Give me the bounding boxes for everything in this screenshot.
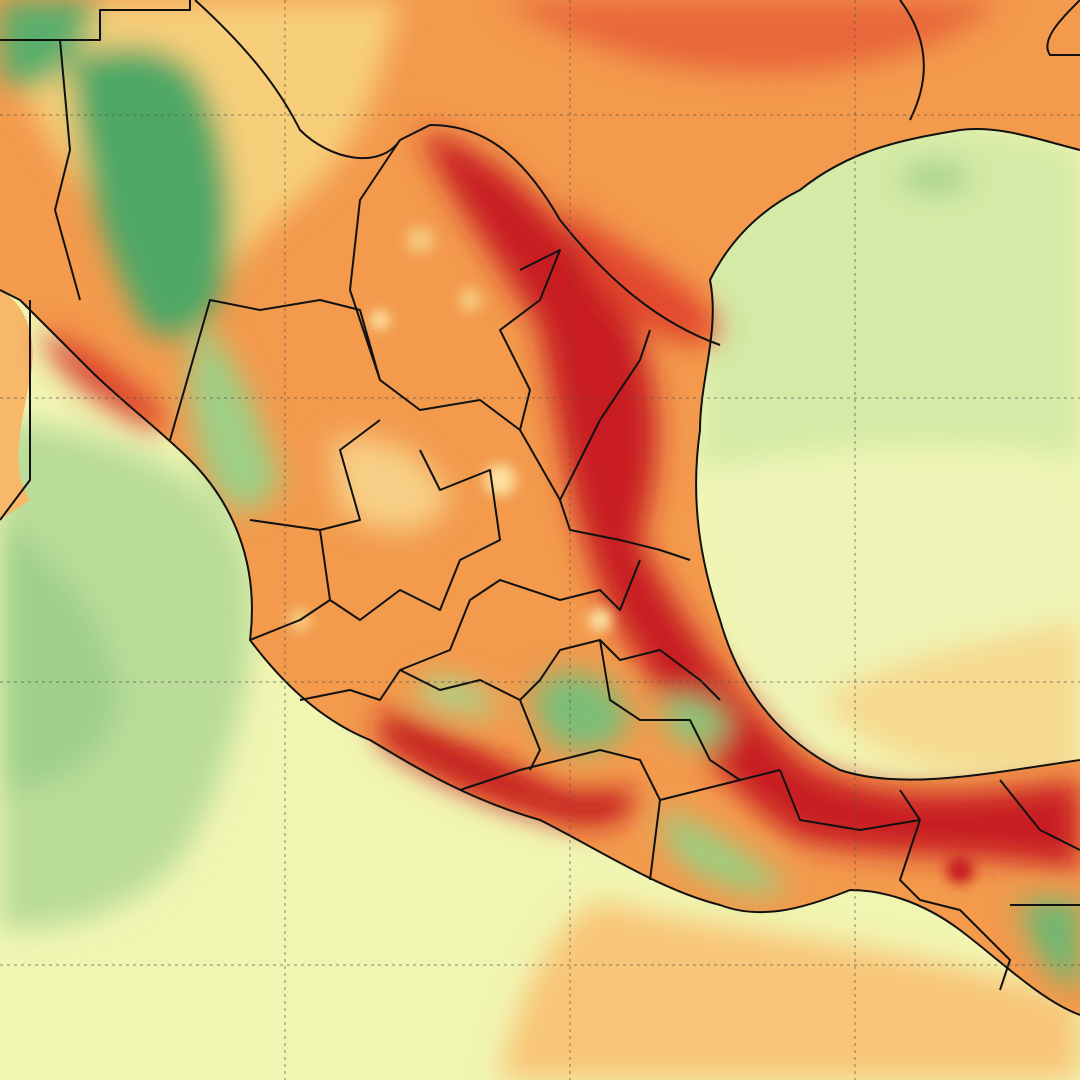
ocean-shading — [0, 119, 1080, 1080]
speckle — [484, 464, 516, 496]
oaxaca-green — [660, 810, 790, 893]
gulf-orange — [820, 620, 1080, 775]
state-border — [779, 769, 1080, 991]
sierra-occidental-green — [70, 46, 231, 338]
pacific-coastline — [0, 289, 1080, 1016]
speckle — [588, 608, 612, 632]
speckle — [370, 310, 390, 330]
northwest-green — [0, 0, 100, 90]
north-red-band — [560, 200, 720, 345]
gulf-patch — [900, 164, 970, 192]
state-border — [519, 329, 691, 561]
sierra-green-south — [189, 320, 280, 510]
central-green — [534, 672, 630, 751]
pacific-orange — [500, 900, 1080, 1080]
state-border — [169, 249, 561, 441]
us-state-border — [899, 0, 1080, 121]
sierra-oriental-red — [420, 130, 1080, 870]
central-green-west — [420, 677, 500, 715]
guatemala-green — [1020, 900, 1080, 990]
speckle — [406, 226, 434, 254]
state-border — [0, 39, 81, 521]
pacific-green — [0, 420, 253, 930]
state-border — [249, 419, 501, 621]
state-border — [459, 749, 781, 881]
central-green-east — [660, 696, 730, 746]
land-shading — [0, 0, 1080, 990]
gulf-yellow — [700, 451, 1080, 740]
baja-tip — [0, 290, 33, 520]
south-coast-red — [380, 710, 640, 825]
state-border — [399, 639, 741, 781]
gulf-green — [700, 119, 1080, 470]
land — [0, 0, 1080, 1015]
north-red — [500, 0, 1000, 73]
pacific-green-dark — [0, 520, 120, 790]
west-coast-red — [40, 330, 170, 429]
plateau-yellow — [330, 437, 450, 532]
state-border — [249, 559, 641, 701]
state-border — [349, 139, 401, 381]
gulf-coastline — [695, 128, 1080, 781]
speckle — [458, 288, 482, 312]
us-mexico-border — [0, 0, 721, 346]
speckle — [946, 856, 974, 884]
